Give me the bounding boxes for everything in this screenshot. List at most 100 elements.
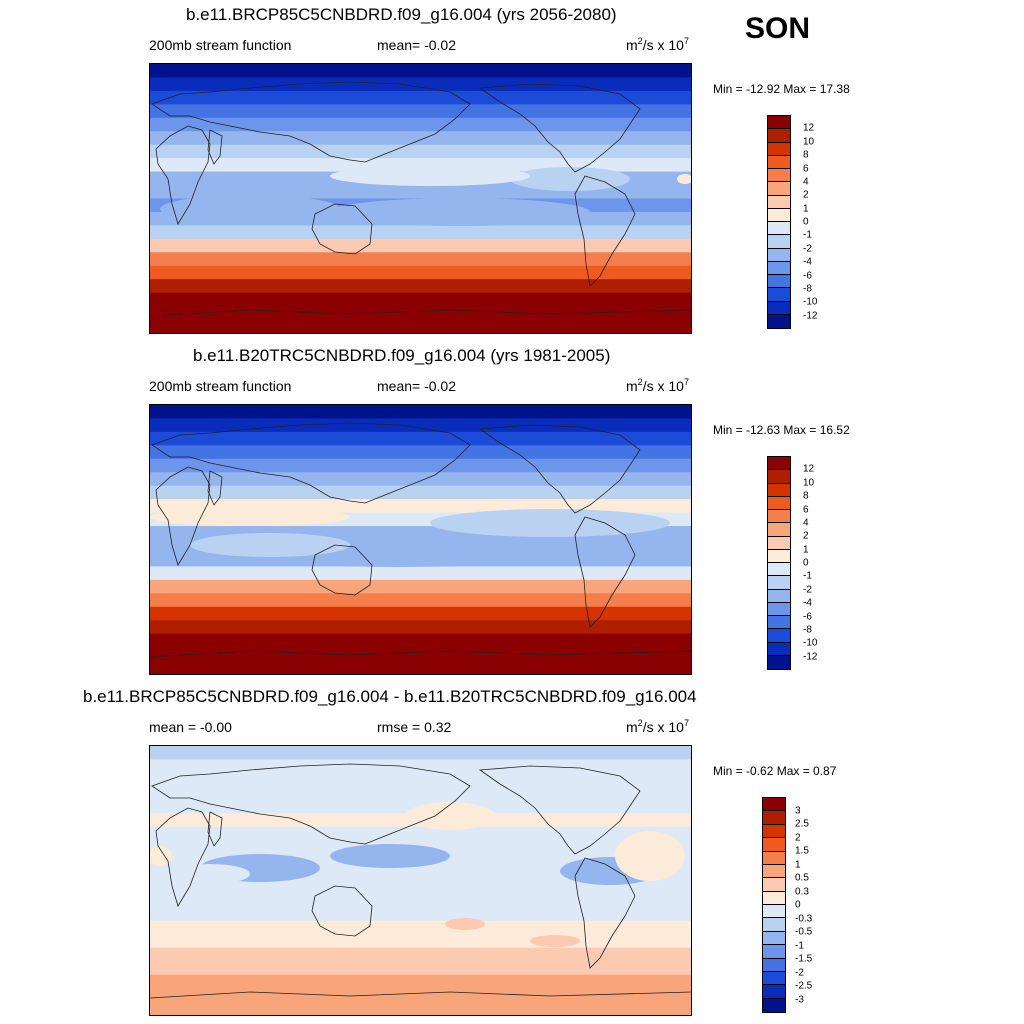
contour-band [150, 77, 691, 92]
coastline [155, 807, 211, 907]
colorbar-swatch [768, 563, 790, 577]
coastline [478, 765, 641, 855]
contour-band [150, 405, 691, 420]
colorbar-tick-label: 6 [803, 163, 809, 174]
colorbar-tick-label: -6 [803, 611, 812, 622]
contour-band [150, 64, 691, 79]
contour-band [150, 131, 691, 146]
colorbar-swatch [763, 931, 785, 946]
panel-1-units-label: m2/s x 107 [626, 36, 689, 53]
colorbar-tick-label: -6 [803, 270, 812, 281]
colorbar-tick-label: 8 [803, 149, 809, 161]
panel-2-map [149, 404, 692, 675]
colorbar-tick-label: 0 [803, 216, 809, 228]
colorbar-tick-label: 0 [803, 557, 809, 569]
colorbar-tick-label: -1 [803, 229, 812, 241]
contour-band [150, 90, 691, 105]
panel-2-minmax-label: Min = -12.63 Max = 16.52 [713, 423, 850, 437]
panel-2-title: b.e11.B20TRC5CNBDRD.f09_g16.004 (yrs 198… [193, 346, 611, 365]
contour-band [150, 306, 691, 321]
contour-band [150, 660, 691, 674]
colorbar-swatch [763, 798, 785, 812]
coastline [150, 650, 691, 658]
colorbar-swatch [768, 510, 790, 524]
colorbar-swatch [768, 616, 790, 630]
colorbar-swatch [768, 169, 790, 183]
colorbar-tick-label: -2 [803, 584, 812, 596]
colorbar-tick-label: 0 [795, 899, 801, 911]
colorbar-swatch [768, 589, 790, 603]
contour-band [150, 772, 691, 787]
colorbar-tick-label: 1 [803, 544, 809, 556]
colorbar-swatch [763, 998, 785, 1012]
colorbar-swatch [768, 642, 790, 656]
contour-feature [160, 195, 340, 223]
contour-band [150, 961, 691, 976]
colorbar-swatch [763, 958, 785, 972]
colorbar-swatch [763, 918, 785, 932]
coastline [574, 175, 636, 287]
colorbar-tick-label: 1 [795, 859, 801, 870]
colorbar-tick-label: -1 [803, 570, 812, 582]
contour-band [150, 458, 691, 473]
contour-feature [150, 846, 172, 866]
colorbar-tick-label: -2.5 [795, 980, 813, 992]
contour-band [150, 292, 691, 307]
contour-band [150, 880, 691, 895]
contour-band [150, 472, 691, 487]
colorbar-swatch [763, 851, 785, 865]
contour-feature [530, 935, 580, 947]
contour-band [150, 947, 691, 962]
panel-1-minmax-label: Min = -12.92 Max = 17.38 [713, 82, 850, 96]
colorbar-tick-label: 1 [803, 203, 809, 215]
contour-feature [190, 533, 350, 557]
contour-band [150, 633, 691, 648]
coastline [478, 83, 641, 173]
contour-band [150, 893, 691, 908]
contour-band [150, 485, 691, 500]
coastline [574, 516, 636, 628]
coastline [155, 466, 211, 566]
colorbar-swatch [763, 905, 785, 919]
contour-band [150, 431, 691, 446]
colorbar-swatch [768, 222, 790, 236]
coastline [150, 991, 691, 999]
panel-1-colorbar [767, 115, 791, 329]
colorbar-tick-label: -12 [803, 651, 818, 663]
colorbar-tick-label: -4 [803, 597, 812, 609]
panel-2-units-label: m2/s x 107 [626, 377, 689, 394]
colorbar-tick-label: -10 [803, 296, 818, 308]
panel-3-minmax-label: Min = -0.62 Max = 0.87 [713, 764, 837, 778]
colorbar-swatch [768, 483, 790, 497]
colorbar-tick-label: 4 [803, 517, 809, 529]
colorbar-tick-label: 8 [803, 490, 809, 502]
contour-band [150, 566, 691, 581]
contour-band [150, 418, 691, 433]
contour-feature [170, 209, 190, 219]
contour-feature [430, 509, 670, 537]
contour-band [150, 319, 691, 333]
colorbar-swatch [768, 576, 790, 590]
colorbar-swatch [768, 314, 790, 328]
colorbar-swatch [768, 629, 790, 643]
coastline [574, 857, 636, 969]
colorbar-tick-label: -8 [803, 283, 812, 295]
contour-band [150, 238, 691, 253]
colorbar-swatch [768, 549, 790, 563]
colorbar-swatch [768, 496, 790, 510]
contour-feature [330, 198, 590, 226]
colorbar-swatch [768, 523, 790, 537]
contour-band [150, 225, 691, 240]
map-canvas [150, 64, 691, 333]
contour-band [150, 593, 691, 608]
colorbar-swatch [763, 864, 785, 879]
contour-band [150, 117, 691, 132]
panel-3-units-label: m2/s x 107 [626, 718, 689, 735]
contour-band [150, 920, 691, 935]
colorbar-swatch [763, 891, 785, 905]
coastline [207, 811, 223, 847]
colorbar-tick-label: 6 [803, 504, 809, 515]
contour-band [150, 759, 691, 774]
colorbar-swatch [768, 195, 790, 209]
colorbar-tick-label: -4 [803, 256, 812, 268]
